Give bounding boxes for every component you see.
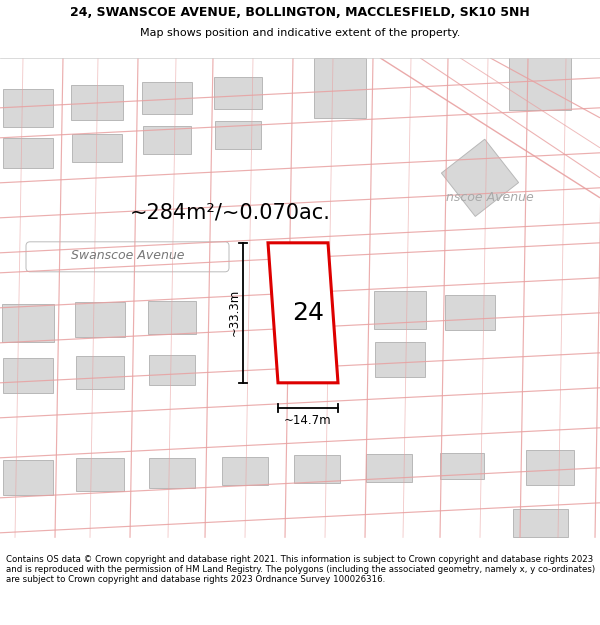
- Polygon shape: [3, 358, 53, 393]
- Polygon shape: [75, 302, 125, 338]
- Polygon shape: [445, 295, 495, 330]
- Polygon shape: [3, 460, 53, 495]
- Polygon shape: [3, 89, 53, 127]
- Polygon shape: [214, 77, 262, 109]
- Polygon shape: [314, 58, 366, 118]
- Text: ~284m²/~0.070ac.: ~284m²/~0.070ac.: [130, 202, 331, 222]
- Text: Map shows position and indicative extent of the property.: Map shows position and indicative extent…: [140, 28, 460, 38]
- Polygon shape: [71, 85, 123, 120]
- Text: 24: 24: [292, 301, 324, 325]
- FancyBboxPatch shape: [26, 242, 229, 272]
- Polygon shape: [149, 458, 195, 488]
- Polygon shape: [526, 450, 574, 485]
- Text: 24, SWANSCOE AVENUE, BOLLINGTON, MACCLESFIELD, SK10 5NH: 24, SWANSCOE AVENUE, BOLLINGTON, MACCLES…: [70, 6, 530, 19]
- Polygon shape: [375, 342, 425, 377]
- Polygon shape: [76, 458, 124, 491]
- Polygon shape: [2, 304, 54, 342]
- Polygon shape: [374, 291, 426, 329]
- Polygon shape: [143, 126, 191, 154]
- Polygon shape: [148, 301, 196, 334]
- Text: ~33.3m: ~33.3m: [227, 289, 241, 336]
- Polygon shape: [76, 356, 124, 389]
- Text: Swanscoe Avenue: Swanscoe Avenue: [71, 249, 184, 262]
- Text: nscoe Avenue: nscoe Avenue: [446, 191, 534, 204]
- Text: ~14.7m: ~14.7m: [284, 414, 332, 428]
- Polygon shape: [366, 454, 412, 482]
- Polygon shape: [268, 242, 338, 382]
- Polygon shape: [3, 138, 53, 168]
- Polygon shape: [509, 55, 571, 110]
- Polygon shape: [222, 457, 268, 485]
- Polygon shape: [215, 121, 261, 149]
- Polygon shape: [142, 82, 192, 114]
- Text: Contains OS data © Crown copyright and database right 2021. This information is : Contains OS data © Crown copyright and d…: [6, 554, 595, 584]
- Polygon shape: [442, 139, 518, 216]
- Polygon shape: [440, 452, 484, 479]
- Polygon shape: [149, 355, 195, 385]
- Polygon shape: [512, 509, 568, 537]
- Polygon shape: [72, 134, 122, 162]
- Polygon shape: [294, 455, 340, 483]
